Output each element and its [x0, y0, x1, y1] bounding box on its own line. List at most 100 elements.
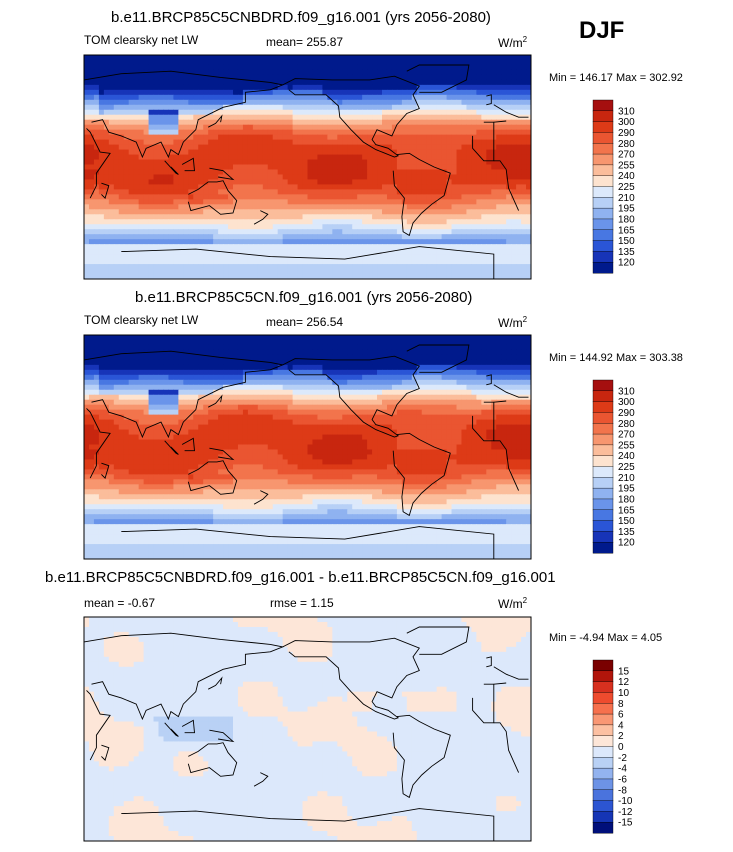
- heatmap-cell: [476, 354, 482, 361]
- heatmap-cell: [98, 224, 105, 230]
- heatmap-cell: [183, 184, 189, 190]
- heatmap-cell: [406, 99, 413, 106]
- heatmap-cell: [496, 154, 502, 161]
- heatmap-cell: [143, 129, 150, 136]
- heatmap-cell: [223, 369, 229, 376]
- heatmap-cell: [208, 359, 214, 366]
- heatmap-cell: [262, 139, 269, 146]
- heatmap-cell: [163, 89, 170, 96]
- heatmap-cell: [223, 259, 229, 265]
- heatmap-cell: [401, 274, 408, 279]
- heatmap-cell: [148, 64, 155, 71]
- heatmap-cell: [377, 129, 383, 136]
- heatmap-cell: [128, 159, 135, 166]
- heatmap-cell: [451, 74, 458, 81]
- heatmap-cell: [526, 349, 531, 356]
- heatmap-cell: [506, 335, 512, 341]
- heatmap-cell: [506, 229, 512, 235]
- heatmap-cell: [123, 264, 130, 270]
- heatmap-cell: [262, 229, 269, 235]
- heatmap-cell: [168, 359, 174, 366]
- heatmap-cell: [307, 244, 314, 250]
- heatmap-cell: [362, 184, 368, 190]
- heatmap-cell: [347, 249, 353, 255]
- heatmap-cell: [292, 59, 299, 66]
- heatmap-cell: [118, 209, 125, 215]
- heatmap-cell: [312, 104, 319, 111]
- heatmap-cell: [228, 264, 234, 270]
- heatmap-cell: [496, 64, 502, 71]
- heatmap-cell: [491, 354, 497, 361]
- heatmap-cell: [183, 179, 189, 186]
- heatmap-cell: [466, 204, 472, 210]
- heatmap-cell: [128, 55, 135, 61]
- heatmap-cell: [247, 154, 254, 161]
- heatmap-cell: [466, 134, 472, 141]
- heatmap-cell: [421, 379, 428, 386]
- heatmap-cell: [98, 379, 105, 386]
- heatmap-cell: [377, 249, 383, 255]
- heatmap-cell: [158, 209, 165, 215]
- heatmap-cell: [128, 199, 135, 205]
- heatmap-cell: [153, 364, 160, 371]
- heatmap-cell: [471, 379, 477, 386]
- heatmap-cell: [327, 239, 333, 245]
- heatmap-cell: [481, 124, 487, 131]
- heatmap-cell: [436, 169, 443, 176]
- heatmap-cell: [297, 139, 304, 146]
- heatmap-cell: [332, 79, 338, 86]
- heatmap-cell: [481, 199, 487, 205]
- heatmap-cell: [521, 369, 527, 376]
- heatmap-cell: [208, 224, 214, 230]
- heatmap-cell: [302, 229, 309, 235]
- heatmap-cell: [257, 239, 264, 245]
- heatmap-cell: [426, 249, 433, 255]
- heatmap-cell: [521, 94, 527, 101]
- heatmap-cell: [337, 55, 343, 61]
- heatmap-cell: [451, 244, 458, 250]
- heatmap-cell: [183, 249, 189, 255]
- heatmap-cell: [401, 149, 408, 156]
- heatmap-cell: [267, 374, 274, 381]
- heatmap-cell: [342, 89, 348, 96]
- heatmap-cell: [237, 134, 244, 141]
- heatmap-cell: [143, 189, 150, 195]
- heatmap-cell: [352, 339, 358, 346]
- heatmap-cell: [267, 124, 274, 131]
- heatmap-cell: [307, 89, 314, 96]
- heatmap-cell: [421, 339, 428, 346]
- heatmap-cell: [347, 239, 353, 245]
- heatmap-cell: [347, 184, 353, 190]
- heatmap-cell: [247, 79, 254, 86]
- heatmap-cell: [322, 134, 328, 141]
- heatmap-cell: [406, 169, 413, 176]
- heatmap-cell: [208, 349, 214, 356]
- heatmap-cell: [441, 269, 448, 275]
- heatmap-cell: [183, 274, 189, 279]
- heatmap-cell: [461, 229, 468, 235]
- heatmap-cell: [461, 84, 468, 91]
- heatmap-cell: [337, 174, 343, 181]
- heatmap-cell: [148, 214, 155, 220]
- heatmap-cell: [233, 144, 239, 151]
- heatmap-cell: [282, 214, 289, 220]
- heatmap-cell: [486, 59, 492, 66]
- heatmap-cell: [173, 274, 179, 279]
- heatmap-cell: [272, 259, 279, 265]
- heatmap-cell: [98, 59, 105, 66]
- heatmap-cell: [163, 224, 170, 230]
- heatmap-cell: [476, 269, 482, 275]
- heatmap-cell: [138, 109, 145, 116]
- heatmap-cell: [287, 64, 294, 71]
- heatmap-cell: [411, 164, 418, 171]
- heatmap-cell: [367, 174, 373, 181]
- heatmap-cell: [233, 214, 239, 220]
- heatmap-cell: [486, 364, 492, 371]
- heatmap-cell: [148, 354, 155, 361]
- heatmap-cell: [491, 159, 497, 166]
- heatmap-cell: [446, 344, 453, 351]
- heatmap-cell: [461, 354, 468, 361]
- heatmap-cell: [342, 234, 348, 240]
- heatmap-cell: [526, 159, 531, 166]
- heatmap-cell: [342, 149, 348, 156]
